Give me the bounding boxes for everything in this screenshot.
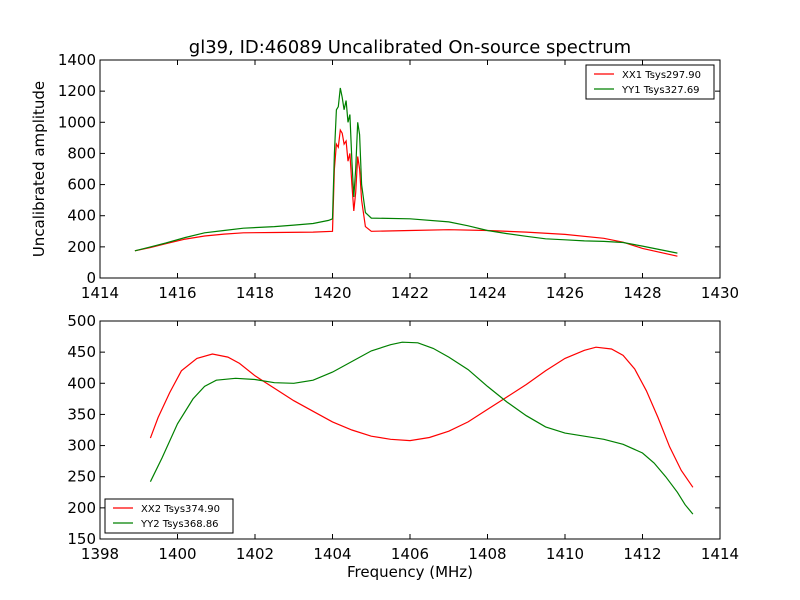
top-y-tick-label: 800 (67, 144, 96, 162)
top-legend-box (585, 64, 715, 100)
top-x-tick-label: 1418 (236, 284, 274, 302)
bottom-y-tick-label: 350 (67, 405, 96, 423)
bottom-y-tick-label: 200 (67, 499, 96, 517)
top-chart-title: gl39, ID:46089 Uncalibrated On-source sp… (189, 37, 631, 58)
top-x-tick-label: 1416 (158, 284, 196, 302)
top-y-tick-label: 1000 (58, 113, 96, 131)
top-legend-label-2: YY1 Tsys327.69 (621, 85, 700, 96)
bottom-x-tick-label: 1408 (468, 545, 506, 563)
bottom-y-tick-label: 250 (67, 468, 96, 486)
bottom-y-tick-label: 150 (67, 530, 96, 548)
top-y-tick-label: 1400 (58, 51, 96, 69)
bottom-x-tick-label: 1406 (391, 545, 429, 563)
top-x-tick-label: 1424 (468, 284, 506, 302)
top-y-tick-label: 200 (67, 238, 96, 256)
bottom-x-tick-label: 1412 (623, 545, 661, 563)
bottom-y-tick-label: 300 (67, 437, 96, 455)
top-y-tick-label: 1200 (58, 82, 96, 100)
bottom-x-axis-label: Frequency (MHz) (347, 563, 473, 581)
bottom-x-tick-label: 1404 (313, 545, 351, 563)
bottom-series-line-1 (149, 346, 694, 488)
bottom-panel: Frequency (MHz) 1398 1400 1402 1404 1406 1408… (67, 312, 739, 581)
top-panel: gl39, ID:46089 Uncalibrated On-source sp… (30, 37, 739, 302)
bottom-x-tick-label: 1402 (236, 545, 274, 563)
top-x-tick-label: 1426 (546, 284, 584, 302)
bottom-x-tick-label: 1410 (546, 545, 584, 563)
bottom-x-tick-label: 1400 (158, 545, 196, 563)
bottom-legend: XX2 Tsys374.90 YY2 Tsys368.86 (104, 498, 234, 534)
bottom-y-tick-label: 400 (67, 374, 96, 392)
bottom-y-tick-label: 500 (67, 312, 96, 330)
top-legend-label-1: XX1 Tsys297.90 (622, 70, 701, 81)
top-y-tick-label: 400 (67, 207, 96, 225)
top-legend: XX1 Tsys297.90 YY1 Tsys327.69 (585, 64, 715, 100)
top-x-tick-label: 1420 (313, 284, 351, 302)
bottom-legend-label-2: YY2 Tsys368.86 (140, 519, 219, 530)
top-series-line-1 (134, 128, 678, 257)
bottom-legend-label-1: XX2 Tsys374.90 (141, 504, 220, 515)
bottom-y-tick-label: 450 (67, 343, 96, 361)
bottom-series-line-2 (149, 341, 694, 515)
top-x-tick-label: 1414 (81, 284, 119, 302)
top-x-tick-label: 1422 (391, 284, 429, 302)
top-x-tick-label: 1428 (623, 284, 661, 302)
top-series-line-2 (134, 87, 678, 254)
top-y-axis-label: Uncalibrated amplitude (30, 81, 48, 257)
bottom-x-tick-label: 1398 (81, 545, 119, 563)
top-y-tick-label: 0 (86, 269, 96, 287)
top-y-tick-label: 600 (67, 176, 96, 194)
top-x-tick-label: 1430 (701, 284, 739, 302)
bottom-legend-box (104, 498, 234, 534)
bottom-x-tick-label: 1414 (701, 545, 739, 563)
